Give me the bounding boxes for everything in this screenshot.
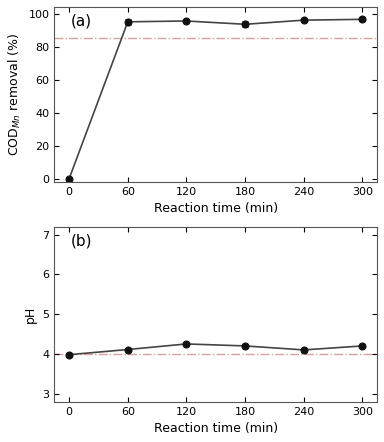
X-axis label: Reaction time (min): Reaction time (min) bbox=[154, 422, 278, 435]
Text: (b): (b) bbox=[71, 233, 92, 248]
Y-axis label: COD$_{Mn}$ removal (%): COD$_{Mn}$ removal (%) bbox=[7, 33, 23, 156]
X-axis label: Reaction time (min): Reaction time (min) bbox=[154, 202, 278, 215]
Text: (a): (a) bbox=[71, 14, 92, 29]
Y-axis label: pH: pH bbox=[24, 305, 37, 323]
